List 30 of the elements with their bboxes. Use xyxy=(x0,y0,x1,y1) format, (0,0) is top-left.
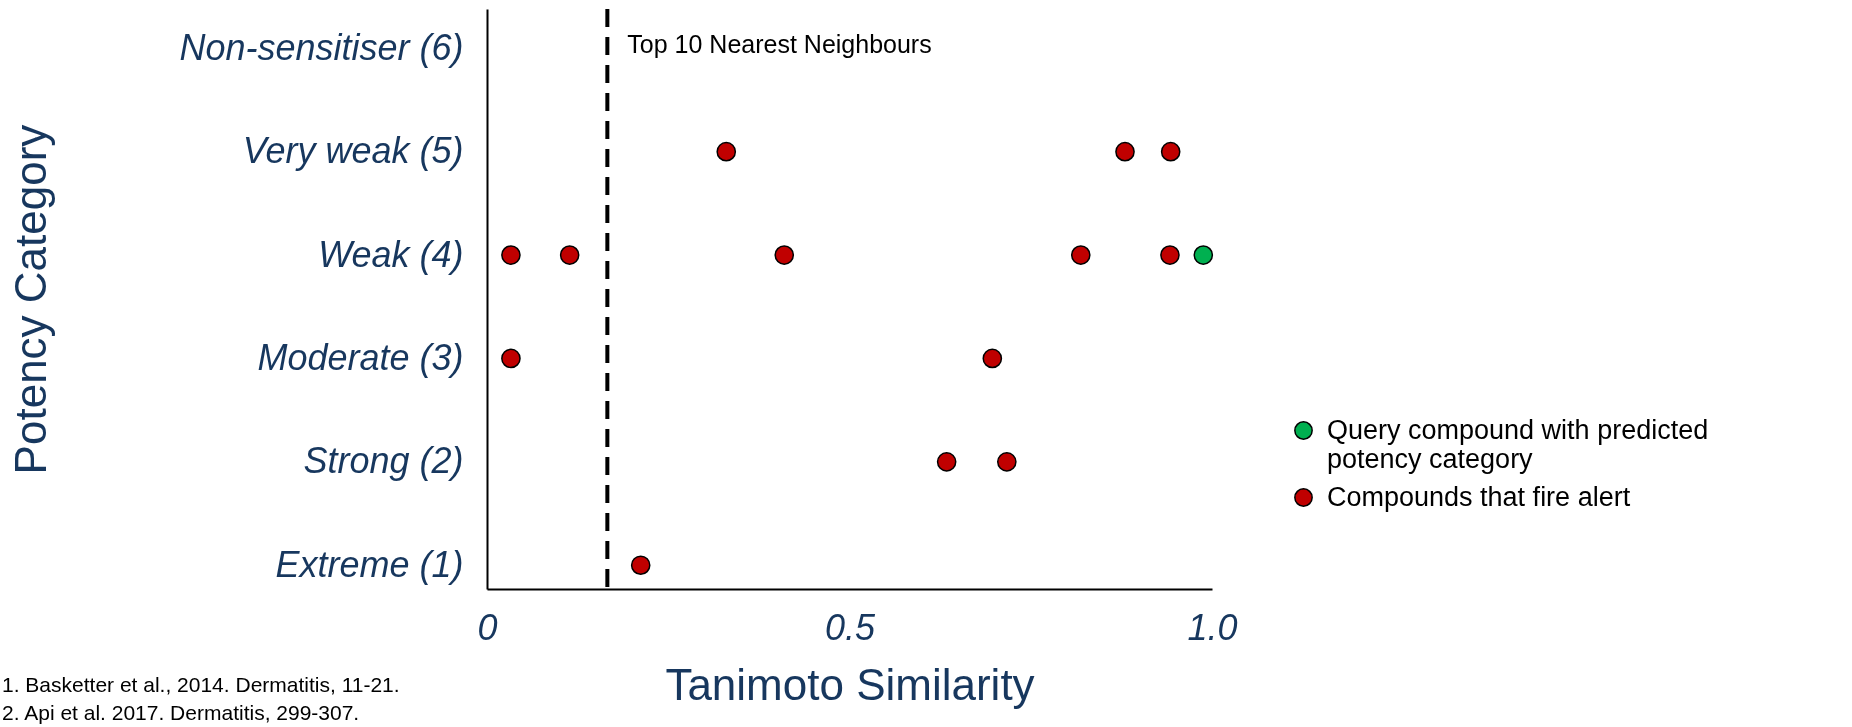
point xyxy=(774,245,795,265)
x-axis-title: Tanimoto Similarity xyxy=(665,659,1035,709)
point xyxy=(630,555,651,576)
y-tick-label: Very weak (5) xyxy=(242,130,464,172)
point xyxy=(936,452,957,472)
x-tick-label: 0.5 xyxy=(824,606,876,648)
legend-label: Compounds that fire alert xyxy=(1327,481,1631,512)
y-tick-label: Strong (2) xyxy=(303,440,464,482)
point xyxy=(1160,141,1181,162)
point xyxy=(559,245,580,265)
point xyxy=(1115,141,1135,162)
y-axis-title: Potency Category xyxy=(5,124,55,475)
y-tick-label: Non-sensitiser (6) xyxy=(179,26,464,68)
x-tick-label: 1.0 xyxy=(1187,606,1238,648)
point xyxy=(501,245,521,265)
point xyxy=(501,348,521,369)
point xyxy=(982,348,1003,369)
y-tick-label: Moderate (3) xyxy=(257,336,464,378)
point xyxy=(1070,245,1091,265)
y-tick-label: Weak (4) xyxy=(318,233,464,275)
point xyxy=(1160,245,1180,265)
y-tick-label: Extreme (1) xyxy=(275,543,464,585)
point xyxy=(716,141,737,162)
text: 2. Api et al. 2017. Dermatitis, 299-307. xyxy=(2,701,360,724)
point xyxy=(1193,245,1214,265)
text: 1. Basketter et al., 2014. Dermatitis, 11-21. xyxy=(2,673,400,696)
point xyxy=(996,452,1017,472)
legend-label: Query compound with predicted potency category xyxy=(1327,414,1709,474)
ref-line-label: Top 10 Nearest Neighbours xyxy=(627,30,932,58)
x-tick-label: 0 xyxy=(477,606,498,648)
